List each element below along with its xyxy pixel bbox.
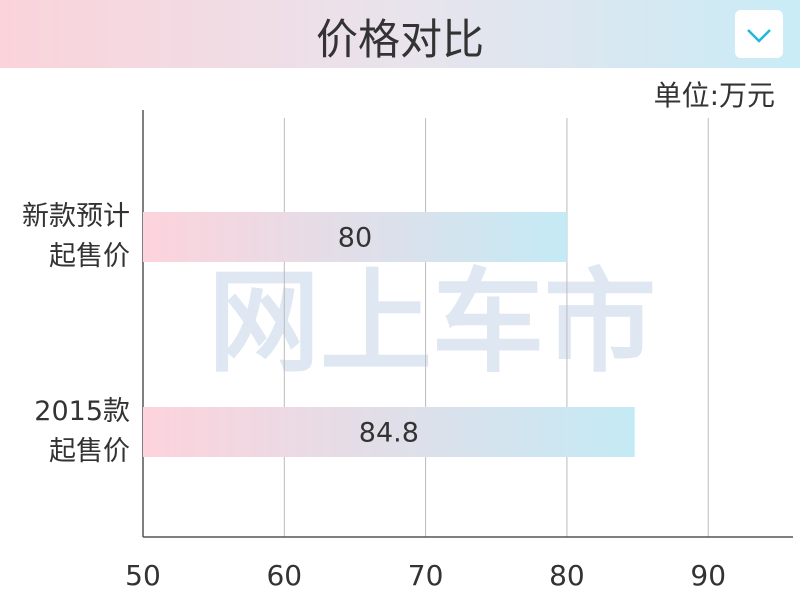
bar bbox=[143, 212, 567, 262]
bar bbox=[143, 407, 635, 457]
watermark: 网上车市 bbox=[208, 258, 656, 388]
x-tick-label: 60 bbox=[266, 559, 302, 592]
x-tick-label: 90 bbox=[690, 559, 726, 592]
category-label: 新款预计 起售价 bbox=[22, 201, 130, 272]
collapse-button[interactable] bbox=[735, 10, 783, 58]
value-label: 80 bbox=[338, 223, 372, 254]
title: 价格对比 bbox=[315, 15, 484, 64]
chevron-icon bbox=[747, 29, 771, 43]
category-label: 2015款 起售价 bbox=[34, 396, 130, 467]
x-tick-label: 70 bbox=[408, 559, 444, 592]
x-tick-label: 80 bbox=[549, 559, 585, 592]
header: 价格对比 bbox=[0, 0, 800, 68]
x-tick-label: 50 bbox=[125, 559, 161, 592]
unit-label: 单位:万元 bbox=[654, 79, 775, 112]
value-label: 84.8 bbox=[359, 418, 419, 449]
